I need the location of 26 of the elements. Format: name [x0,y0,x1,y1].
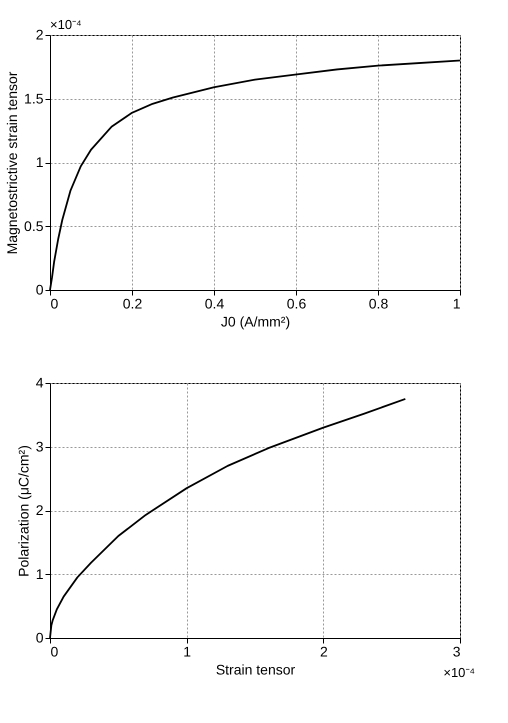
x-axis-title: Strain tensor [216,662,296,678]
x-tick-label: 2 [320,644,328,660]
x-tick-label: 0 [50,296,58,312]
text: ×10⁻⁴ [443,665,475,680]
x-tick-label: 1 [183,644,192,660]
x-tick-label: 0.2 [122,296,142,312]
x-tick-label: 3 [452,644,461,660]
y-tick-label: 0.5 [24,218,44,234]
x-tick-label: 0.6 [286,296,306,312]
y-tick-label: 3 [36,438,44,454]
y-tick-label: 1 [36,154,44,170]
y-axis-title: Polarization (μC/cm²) [16,445,32,577]
y-tick-label: 1 [36,566,44,582]
y-tick-label: 0 [36,282,44,298]
x-tick-label: 1 [452,296,461,312]
y-tick-label: 2 [36,26,44,42]
y-tick-label: 1.5 [24,90,44,106]
x-tick-label: 0.4 [204,296,224,312]
y-tick-label: 0 [36,630,44,646]
y-tick-label: 2 [36,502,44,518]
x-axis-title: J0 (A/mm²) [220,314,290,330]
y-tick-label: 4 [36,374,44,390]
y-axis-title: Magnetostrictive strain tensor [4,71,20,254]
x-tick-label: 0.8 [368,296,388,312]
text: ×10⁻⁴ [50,17,82,32]
x-tick-label: 0 [50,644,58,660]
